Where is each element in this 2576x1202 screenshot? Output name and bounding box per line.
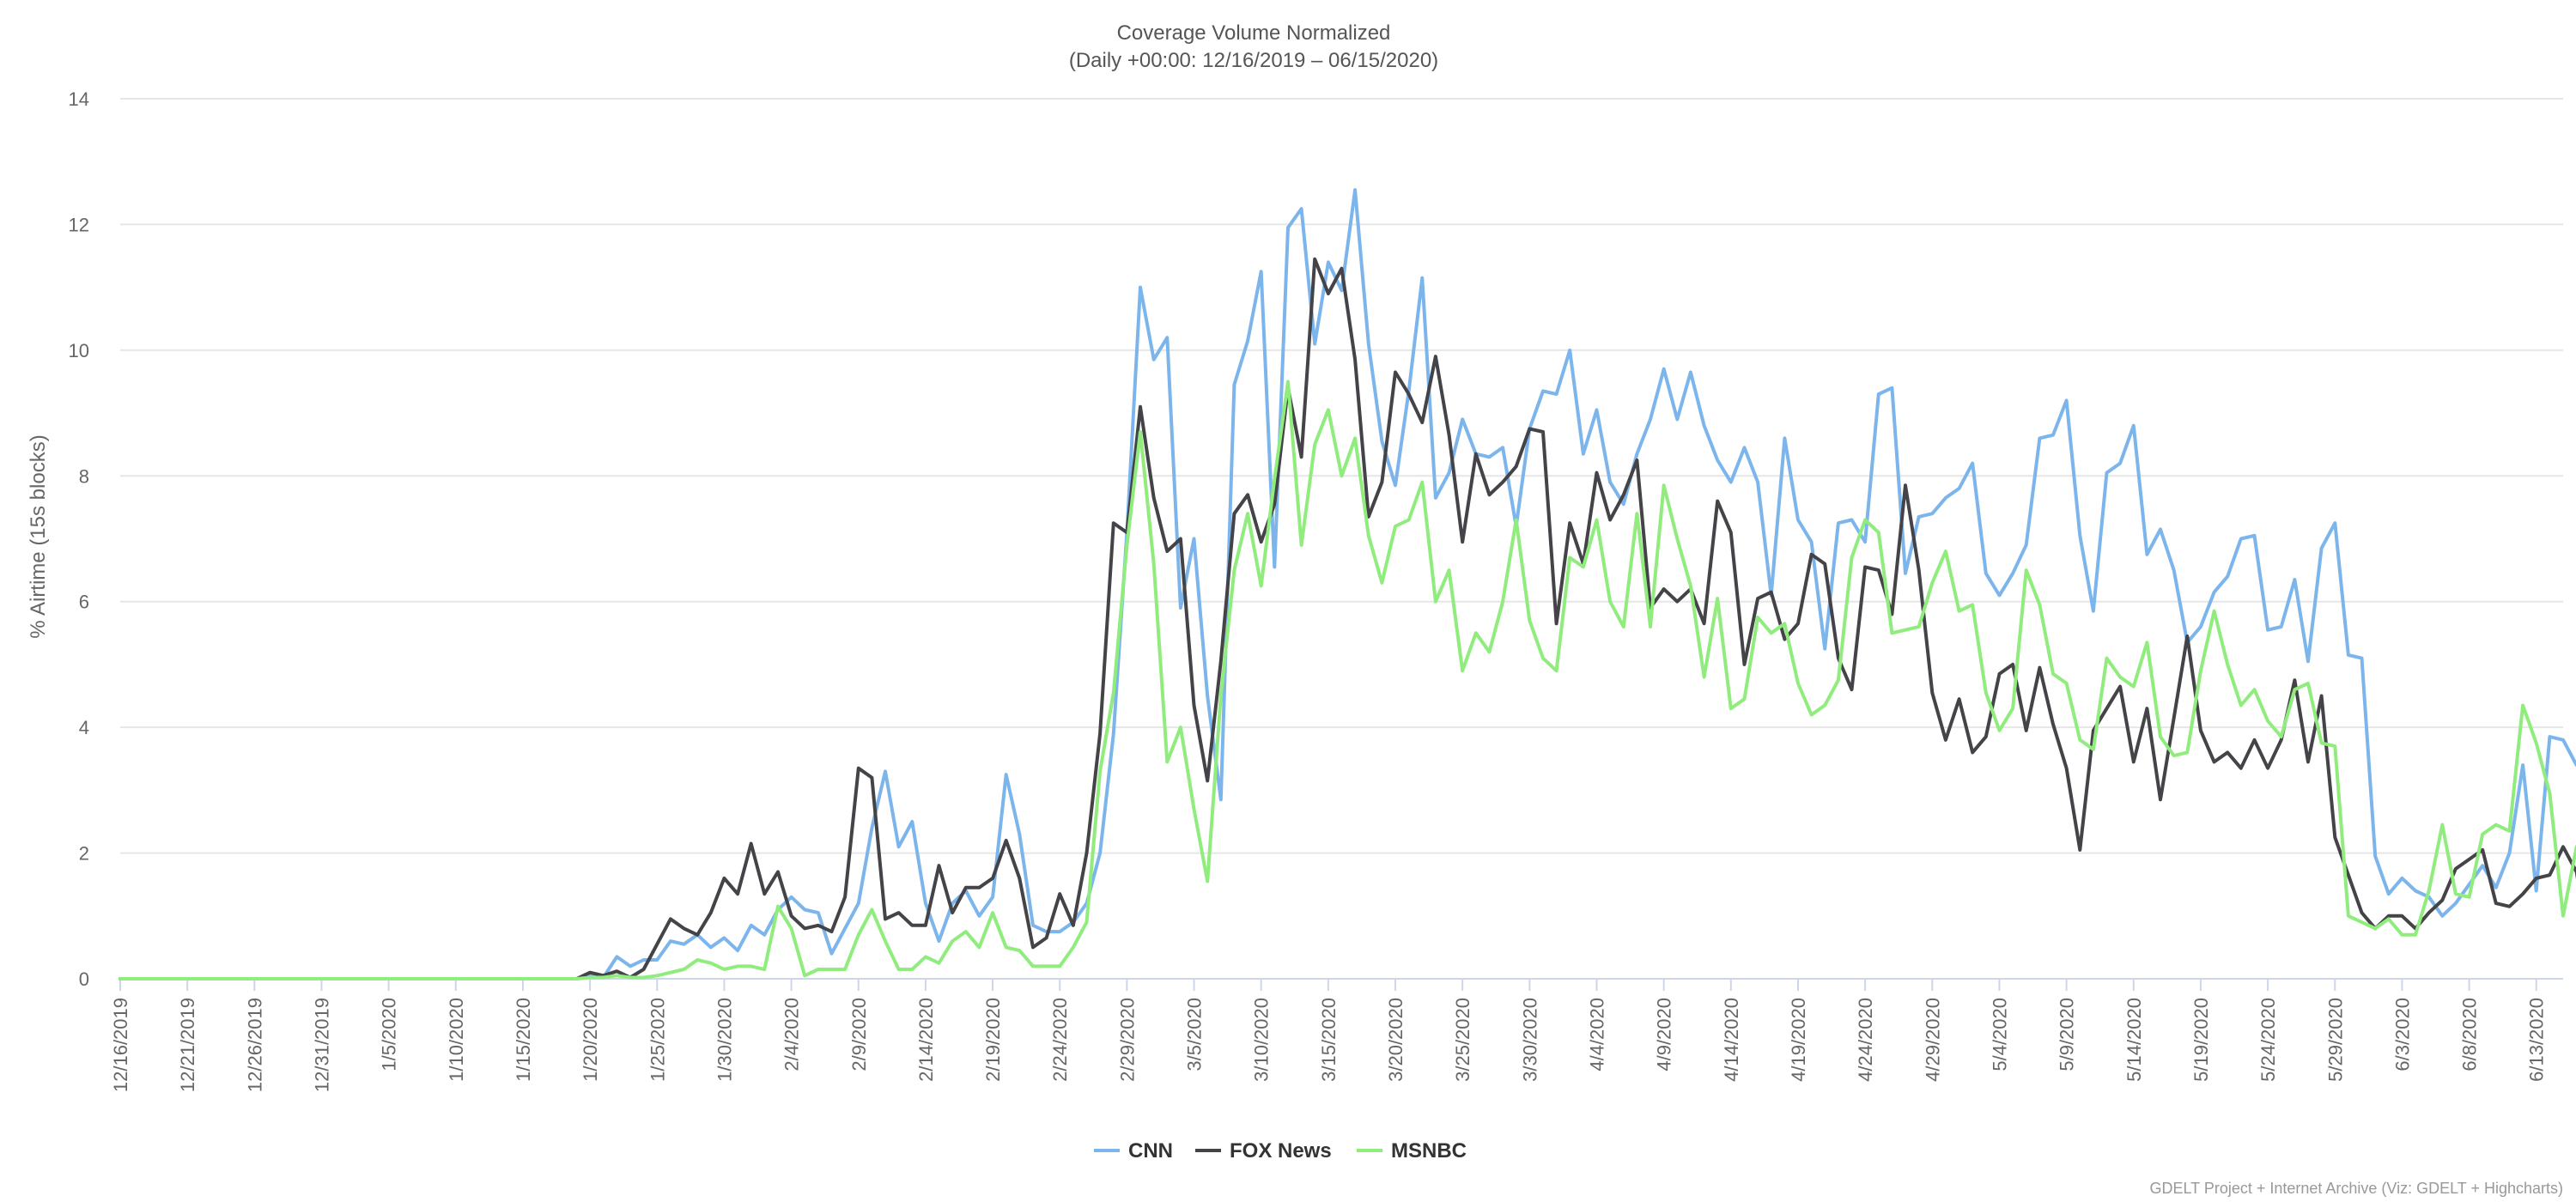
x-tick-label: 1/25/2020 [647, 998, 668, 1082]
y-tick-label: 10 [69, 340, 89, 361]
y-axis: 0 2 4 6 8 10 12 14 [69, 88, 89, 990]
x-tick-label: 12/31/2019 [311, 998, 332, 1092]
x-tick-label: 3/30/2020 [1519, 998, 1540, 1082]
x-tick-label: 3/15/2020 [1318, 998, 1340, 1082]
x-tick-label: 5/19/2020 [2190, 998, 2212, 1082]
x-tick-label: 3/25/2020 [1452, 998, 1473, 1082]
x-tick-label: 5/14/2020 [2123, 998, 2145, 1082]
chart-subtitle: (Daily +00:00: 12/16/2019 – 06/15/2020) [1069, 49, 1438, 72]
x-tick-label: 3/20/2020 [1385, 998, 1406, 1082]
x-tick-label: 2/4/2020 [781, 998, 803, 1071]
x-tick-label: 5/24/2020 [2257, 998, 2279, 1082]
legend-label: FOX News [1230, 1139, 1332, 1163]
x-tick-label: 5/9/2020 [2057, 998, 2078, 1071]
x-tick-label: 5/29/2020 [2324, 998, 2346, 1082]
x-tick-label: 2/19/2020 [982, 998, 1004, 1082]
x-tick-label: 6/13/2020 [2526, 998, 2548, 1082]
chart-title: Coverage Volume Normalized [1117, 21, 1391, 45]
x-tick-label: 2/9/2020 [848, 998, 870, 1071]
x-tick-label: 12/21/2019 [177, 998, 198, 1092]
plot-area [118, 188, 2576, 980]
series-line-fox-news[interactable] [118, 257, 2576, 980]
legend-item-cnn[interactable]: CNN [1094, 1139, 1173, 1163]
y-tick-label: 0 [79, 968, 89, 990]
legend-label: CNN [1128, 1139, 1173, 1163]
x-tick-label: 3/5/2020 [1184, 998, 1206, 1071]
x-tick-label: 12/16/2019 [110, 998, 131, 1092]
x-tick-label: 1/15/2020 [513, 998, 534, 1082]
y-tick-label: 8 [79, 465, 89, 487]
x-tick-label: 12/26/2019 [244, 998, 265, 1092]
x-tick-label: 4/24/2020 [1855, 998, 1876, 1082]
legend-item-msnbc[interactable]: MSNBC [1357, 1139, 1467, 1163]
x-tick-label: 6/8/2020 [2459, 998, 2481, 1071]
y-tick-label: 4 [79, 717, 89, 738]
x-tick-label: 4/9/2020 [1654, 998, 1675, 1071]
x-tick-label: 2/29/2020 [1116, 998, 1138, 1082]
x-tick-label: 4/14/2020 [1721, 998, 1742, 1082]
y-axis-title: % Airtime (15s blocks) [27, 434, 50, 638]
chart-credit[interactable]: GDELT Project + Internet Archive (Viz: G… [2149, 1180, 2563, 1197]
x-tick-label: 2/14/2020 [915, 998, 937, 1082]
x-tick-label: 2/24/2020 [1049, 998, 1071, 1082]
x-tick-label: 5/4/2020 [1989, 998, 2010, 1071]
y-tick-label: 14 [69, 88, 89, 110]
x-tick-label: 1/10/2020 [446, 998, 467, 1082]
series-line-msnbc[interactable] [118, 379, 2576, 980]
x-tick-label: 4/29/2020 [1922, 998, 1943, 1082]
x-tick-label: 3/10/2020 [1251, 998, 1273, 1082]
legend[interactable]: CNN FOX News MSNBC [1094, 1139, 1467, 1163]
y-tick-label: 2 [79, 843, 89, 865]
y-tick-label: 6 [79, 592, 89, 613]
x-tick-label: 1/5/2020 [379, 998, 400, 1071]
x-axis: 12/16/2019 12/21/2019 12/26/2019 12/31/2019… [110, 978, 2563, 1092]
y-tick-label: 12 [69, 214, 89, 235]
legend-item-fox-news[interactable]: FOX News [1195, 1139, 1332, 1163]
x-tick-label: 6/3/2020 [2391, 998, 2413, 1071]
legend-label: MSNBC [1391, 1139, 1467, 1163]
x-tick-label: 4/19/2020 [1788, 998, 1809, 1082]
grid [120, 98, 2563, 854]
x-tick-label: 4/4/2020 [1587, 998, 1608, 1071]
x-tick-label: 1/30/2020 [714, 998, 735, 1082]
x-tick-label: 1/20/2020 [580, 998, 601, 1082]
